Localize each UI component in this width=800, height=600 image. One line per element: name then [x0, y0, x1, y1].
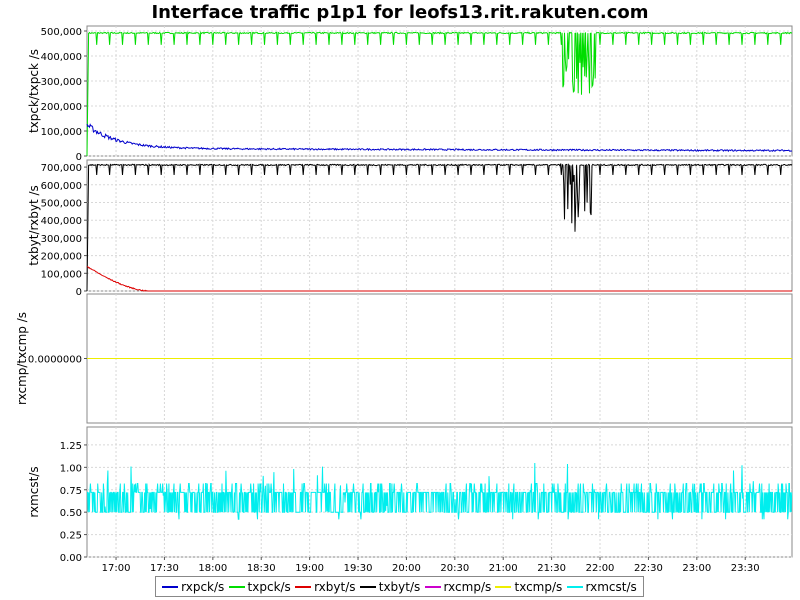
x-tick-label: 18:30 [247, 563, 276, 574]
x-tick-label: 18:00 [198, 563, 227, 574]
y-tick-label: 0.0000000 [28, 355, 82, 366]
legend-entry-txpcks: txpck/s [228, 579, 291, 594]
x-tick-label: 23:00 [682, 563, 711, 574]
legend-label: txpck/s [247, 579, 291, 594]
legend-swatch [424, 585, 441, 588]
legend-entry-rxpcks: rxpck/s [162, 580, 224, 594]
x-tick-label: 21:00 [489, 563, 518, 574]
legend-swatch [495, 585, 512, 588]
y-tick-label: 400,000 [41, 52, 82, 63]
y-tick-label: 0.75 [60, 486, 82, 497]
y-tick-label: 500,000 [41, 198, 82, 209]
legend-label: txcmp/s [514, 579, 563, 594]
x-tick-label: 23:30 [731, 563, 760, 574]
legend-label: rxmcst/s [585, 579, 637, 594]
series-line-rxbyts-1 [86, 266, 792, 292]
legend-entry-rxmcsts: rxmcst/s [566, 579, 637, 594]
legend: rxpck/s txpck/s rxbyt/s txbyt/s rxcmp/s txcmp… [155, 576, 644, 597]
y-tick-label: 0.25 [60, 531, 82, 542]
x-tick-label: 20:30 [440, 563, 469, 574]
y-tick-label: 0.00 [60, 553, 82, 564]
x-tick-label: 21:30 [537, 563, 566, 574]
series-line-rxmcsts-3 [87, 462, 793, 520]
series-line-txbyts-1 [86, 162, 793, 292]
y-tick-label: 1.00 [60, 463, 82, 474]
legend-swatch [228, 585, 245, 588]
legend-swatch [295, 585, 312, 588]
legend-swatch [566, 585, 583, 588]
x-tick-label: 17:30 [150, 563, 179, 574]
y-tick-label: 400,000 [41, 216, 82, 227]
legend-entry-txcmps: txcmp/s [495, 580, 562, 594]
plot-frame-0 [86, 25, 793, 157]
legend-label: rxbyt/s [314, 579, 356, 594]
y-tick-label: 200,000 [41, 102, 82, 113]
y-tick-label: 0 [76, 287, 82, 298]
chart-title: Interface traffic p1p1 for leofs13.rit.r… [151, 2, 649, 23]
legend-entry-rxbyts: rxbyt/s [295, 579, 356, 594]
series-line-txpcks-0 [86, 31, 793, 157]
y-tick-label: 100,000 [41, 127, 82, 138]
legend-label: txbyt/s [378, 579, 421, 594]
legend-swatch [359, 585, 376, 588]
x-tick-label: 19:30 [344, 563, 373, 574]
legend-label: rxpck/s [181, 579, 225, 594]
legend-label: rxcmp/s [443, 579, 492, 594]
y-tick-label: 300,000 [41, 234, 82, 245]
y-tick-label: 100,000 [41, 269, 82, 280]
y-axis-label: rxmcst/s [27, 466, 41, 517]
x-tick-label: 22:30 [634, 563, 663, 574]
series-line-rxpcks-0 [86, 123, 793, 153]
plot-frame-1 [86, 159, 793, 292]
y-axis-label: txpck/txpck /s [27, 49, 41, 133]
y-tick-label: 600,000 [41, 181, 82, 192]
legend-entry-txbyts: txbyt/s [359, 579, 421, 594]
y-tick-label: 700,000 [41, 163, 82, 174]
legend-swatch [162, 585, 179, 588]
x-tick-label: 19:00 [295, 563, 324, 574]
y-tick-label: 1.25 [60, 441, 82, 452]
y-axis-label: txbyt/rxbyt /s [27, 185, 41, 266]
y-tick-label: 0.50 [60, 508, 82, 519]
x-tick-label: 20:00 [392, 563, 421, 574]
y-tick-label: 200,000 [41, 252, 82, 263]
x-tick-label: 17:00 [102, 563, 131, 574]
y-tick-label: 0 [76, 152, 82, 163]
y-tick-label: 300,000 [41, 77, 82, 88]
y-axis-label: rxcmp/txcmp /s [15, 312, 29, 405]
legend-entry-rxcmps: rxcmp/s [424, 579, 492, 594]
y-tick-label: 500,000 [41, 27, 82, 38]
x-tick-label: 22:00 [586, 563, 615, 574]
